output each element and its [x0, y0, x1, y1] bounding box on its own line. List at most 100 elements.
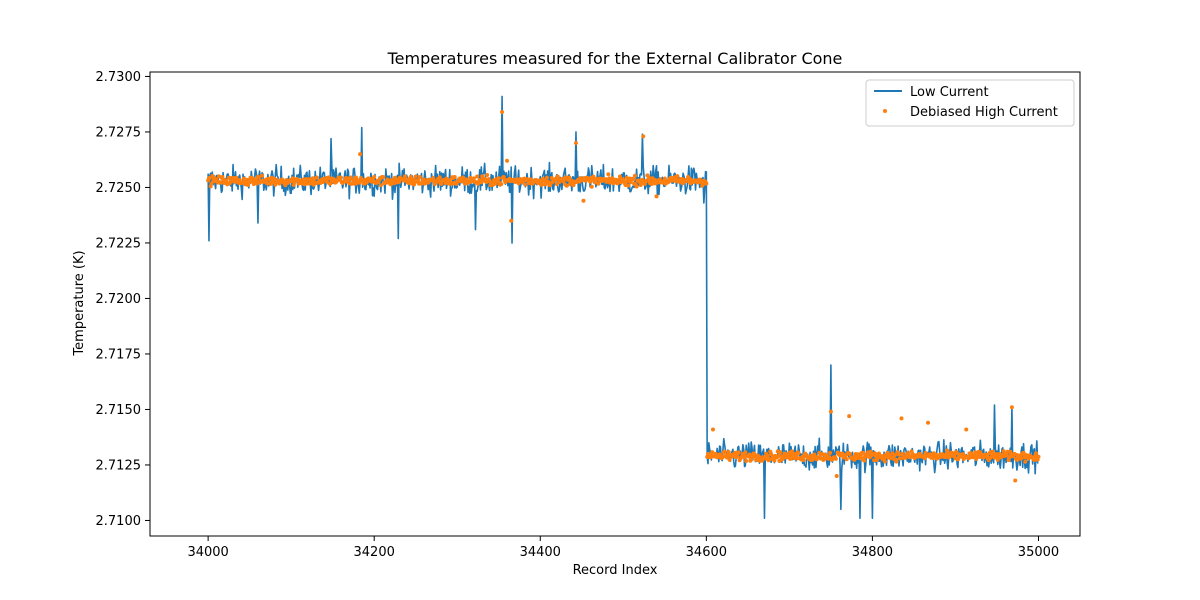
scatter-point — [589, 184, 594, 189]
x-tick-label: 34000 — [187, 545, 228, 560]
scatter-point — [765, 454, 770, 458]
scatter-point — [640, 177, 645, 182]
scatter-point — [234, 175, 239, 180]
legend-swatch-debiased-high-current — [883, 109, 887, 113]
scatter-point — [906, 451, 911, 456]
scatter-point — [505, 158, 510, 163]
y-tick-label: 2.7175 — [96, 347, 142, 362]
scatter-point — [634, 184, 639, 189]
scatter-point — [260, 173, 265, 178]
scatter-point — [833, 456, 838, 461]
scatter-point — [496, 176, 501, 181]
scatter-point — [945, 448, 950, 453]
scatter-point — [897, 456, 902, 461]
scatter-point — [475, 174, 480, 179]
scatter-point — [338, 175, 343, 180]
scatter-point — [500, 109, 505, 114]
y-tick-label: 2.7200 — [96, 292, 142, 307]
scatter-point — [1015, 457, 1020, 462]
scatter-point — [973, 450, 978, 455]
scatter-point — [943, 454, 948, 459]
scatter-point — [735, 454, 740, 459]
y-tick-label: 2.7125 — [96, 458, 142, 473]
scatter-point — [900, 451, 905, 456]
scatter-point — [654, 194, 659, 199]
scatter-point — [471, 176, 476, 181]
scatter-point — [567, 175, 572, 180]
scatter-point — [539, 182, 544, 187]
scatter-point — [788, 457, 793, 462]
scatter-point — [844, 457, 849, 462]
scatter-point — [909, 449, 914, 454]
scatter-point — [727, 457, 732, 462]
scatter-point — [437, 175, 442, 180]
scatter-point — [647, 176, 652, 181]
series-scatter-debiased-high-current — [206, 109, 1041, 483]
scatter-point — [847, 451, 852, 456]
scatter-point — [408, 175, 413, 180]
scatter-point — [1036, 454, 1041, 459]
scatter-point — [439, 181, 444, 186]
scatter-point — [493, 181, 498, 186]
y-tick-label: 2.7100 — [96, 514, 142, 529]
scatter-point — [631, 177, 636, 182]
scatter-point — [357, 180, 362, 185]
scatter-point — [581, 198, 586, 203]
scatter-point — [564, 183, 569, 188]
scatter-point — [381, 175, 386, 180]
y-tick-label: 2.7150 — [96, 403, 142, 418]
scatter-point — [974, 456, 979, 461]
scatter-point — [606, 172, 611, 177]
scatter-point — [314, 175, 319, 180]
scatter-point — [675, 174, 680, 179]
y-tick-label: 2.7300 — [96, 70, 142, 85]
scatter-point — [704, 181, 709, 186]
scatter-point — [834, 474, 839, 479]
scatter-point — [224, 178, 229, 183]
scatter-point — [862, 458, 867, 463]
scatter-point — [710, 427, 715, 432]
scatter-point — [882, 459, 887, 464]
scatter-point — [828, 409, 833, 414]
scatter-point — [751, 451, 756, 456]
x-tick-label: 35000 — [1018, 545, 1059, 560]
y-tick-label: 2.7275 — [96, 125, 142, 140]
scatter-point — [894, 459, 899, 464]
scatter-point — [358, 152, 363, 157]
scatter-point — [254, 177, 259, 182]
scatter-point — [509, 218, 514, 223]
scatter-point — [1013, 478, 1018, 483]
scatter-point — [1032, 457, 1037, 462]
scatter-point — [544, 175, 549, 180]
scatter-point — [407, 180, 412, 185]
scatter-point — [626, 183, 631, 188]
scatter-point — [1019, 456, 1024, 461]
axes-frame — [149, 71, 1081, 537]
scatter-point — [736, 450, 741, 455]
scatter-point — [776, 454, 781, 459]
y-tick-label: 2.7225 — [96, 236, 142, 251]
scatter-point — [485, 172, 490, 177]
scatter-point — [372, 175, 377, 180]
scatter-point — [828, 450, 833, 455]
scatter-point — [523, 182, 528, 187]
chart-title: Temperatures measured for the External C… — [387, 49, 843, 68]
scatter-point — [772, 458, 777, 463]
scatter-point — [778, 450, 783, 455]
scatter-point — [796, 451, 801, 456]
scatter-point — [892, 453, 897, 458]
scatter-point — [452, 174, 457, 179]
legend-box — [865, 79, 1075, 127]
scatter-point — [1023, 459, 1028, 464]
x-axis-label: Record Index — [573, 563, 658, 578]
scatter-point — [638, 182, 643, 187]
legend-label-low-current: Low Current — [910, 85, 989, 100]
scatter-point — [801, 458, 806, 462]
scatter-point — [877, 451, 882, 456]
scatter-point — [743, 450, 748, 455]
x-tick-label: 34400 — [520, 545, 561, 560]
scatter-point — [747, 452, 752, 457]
scatter-point — [591, 174, 596, 179]
